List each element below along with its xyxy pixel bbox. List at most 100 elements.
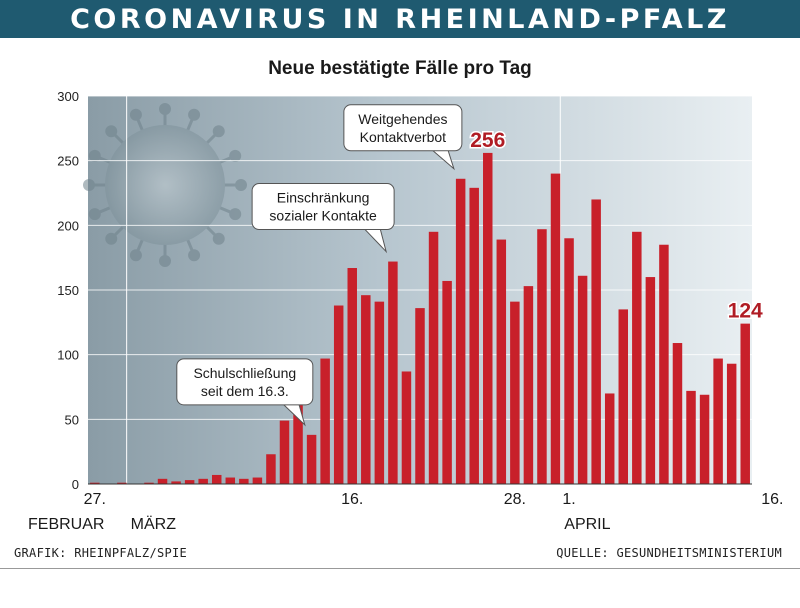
y-tick-label: 100 bbox=[57, 348, 79, 363]
y-tick-label: 200 bbox=[57, 218, 79, 233]
annotations: Weitgehendes Kontaktverbot Einschränkung so… bbox=[176, 104, 463, 427]
bar bbox=[90, 482, 100, 484]
month-label: MÄRZ bbox=[131, 515, 177, 533]
bar bbox=[442, 280, 452, 484]
month-label: FEBRUAR bbox=[28, 516, 104, 533]
bar bbox=[604, 393, 615, 484]
bar bbox=[211, 474, 222, 484]
bar bbox=[564, 238, 574, 484]
bar bbox=[252, 477, 263, 484]
y-tick-label: 250 bbox=[57, 154, 79, 169]
bar bbox=[306, 434, 317, 484]
bar bbox=[171, 481, 181, 484]
annotation-callout: Weitgehendes Kontaktverbot bbox=[343, 104, 463, 171]
virus-spike-head bbox=[129, 249, 142, 262]
bar bbox=[117, 482, 127, 484]
bar bbox=[293, 405, 303, 484]
virus-spike-head bbox=[88, 149, 101, 162]
bar bbox=[144, 482, 154, 484]
x-tick-label: 16. bbox=[761, 491, 783, 508]
x-tick-label: 16. bbox=[341, 491, 363, 508]
bar bbox=[672, 343, 683, 484]
bar bbox=[699, 394, 710, 484]
virus-spike-head bbox=[129, 108, 142, 121]
callout-text: Einschränkung bbox=[277, 190, 370, 206]
callout-box bbox=[176, 358, 314, 406]
bar bbox=[740, 323, 750, 484]
y-tick-label: 300 bbox=[57, 89, 79, 104]
bar bbox=[455, 178, 466, 485]
bar-chart: 0 50 100 150 200 250 300 256 124 Weitgehendes Ko… bbox=[28, 89, 784, 533]
callout-text: Weitgehendes bbox=[358, 111, 447, 127]
bar bbox=[428, 231, 439, 484]
bar bbox=[510, 301, 520, 484]
virus-body bbox=[105, 125, 225, 245]
virus-spike-head bbox=[159, 255, 171, 267]
bar bbox=[157, 478, 168, 484]
bar bbox=[184, 480, 195, 484]
callout-box bbox=[251, 183, 395, 231]
virus-spike-head bbox=[229, 149, 242, 162]
bottom-rule bbox=[0, 568, 800, 569]
virus-illustration bbox=[83, 103, 247, 267]
bar bbox=[537, 229, 547, 484]
bar bbox=[483, 152, 493, 484]
month-label: APRIL bbox=[564, 516, 610, 533]
virus-spike-head bbox=[105, 232, 118, 245]
virus-spike-head bbox=[159, 103, 171, 115]
bar bbox=[645, 277, 656, 484]
bar bbox=[618, 309, 629, 484]
bar bbox=[347, 268, 357, 484]
header-banner: CORONAVIRUS IN RHEINLAND-PFALZ bbox=[0, 0, 800, 38]
virus-spike-head bbox=[105, 125, 118, 138]
bar bbox=[388, 261, 398, 484]
header-title: CORONAVIRUS IN RHEINLAND-PFALZ bbox=[70, 3, 730, 35]
y-tick-label: 0 bbox=[72, 477, 79, 492]
virus-spike-head bbox=[188, 249, 201, 262]
chart-title: Neue bestätigte Fälle pro Tag bbox=[268, 58, 532, 79]
virus-spike-head bbox=[212, 232, 225, 245]
virus-spike-head bbox=[88, 208, 101, 221]
y-tick-label: 150 bbox=[57, 283, 79, 298]
x-tick-label: 27. bbox=[84, 491, 106, 508]
bar bbox=[496, 239, 507, 484]
bar bbox=[239, 478, 249, 484]
value-labels: 256 124 bbox=[469, 127, 765, 324]
bar bbox=[523, 286, 534, 484]
bar bbox=[577, 275, 588, 484]
footer-source: QUELLE: GESUNDHEITSMINISTERIUM bbox=[556, 546, 782, 560]
bar bbox=[659, 244, 669, 484]
value-label: 256 bbox=[470, 129, 505, 152]
bar bbox=[361, 295, 371, 484]
virus-spike-head bbox=[235, 179, 247, 191]
bar bbox=[333, 305, 344, 484]
bar bbox=[713, 358, 723, 484]
x-tick-label: 1. bbox=[562, 491, 575, 508]
y-tick-label: 50 bbox=[65, 412, 79, 427]
bar bbox=[374, 301, 385, 484]
month-labels: FEBRUAR MÄRZ APRIL bbox=[28, 515, 611, 533]
virus-spike-head bbox=[212, 125, 225, 138]
bar bbox=[198, 478, 208, 484]
footer-credit: GRAFIK: RHEINPFALZ/SPIE bbox=[14, 546, 188, 560]
bar bbox=[225, 477, 236, 484]
bar bbox=[320, 358, 330, 484]
callout-text: Schulschließung bbox=[193, 365, 296, 381]
bar bbox=[279, 420, 290, 484]
y-axis-labels: 0 50 100 150 200 250 300 bbox=[57, 89, 79, 492]
x-axis-labels: 27. 16. 28. 1. 16. bbox=[84, 491, 784, 508]
value-label: 124 bbox=[728, 300, 763, 323]
bar bbox=[266, 454, 276, 484]
virus-spike-head bbox=[229, 208, 242, 221]
callout-text: sozialer Kontakte bbox=[269, 208, 377, 224]
bar bbox=[401, 371, 412, 484]
bar bbox=[469, 187, 479, 484]
callout-box bbox=[343, 104, 463, 152]
virus-spike-head bbox=[83, 179, 95, 191]
annotation-callout: Schulschließung seit dem 16.3. bbox=[176, 358, 314, 427]
bars bbox=[90, 152, 750, 485]
callout-text: Kontaktverbot bbox=[360, 129, 446, 145]
bar bbox=[550, 173, 561, 484]
virus-spike-head bbox=[188, 108, 201, 121]
bar bbox=[591, 199, 601, 484]
